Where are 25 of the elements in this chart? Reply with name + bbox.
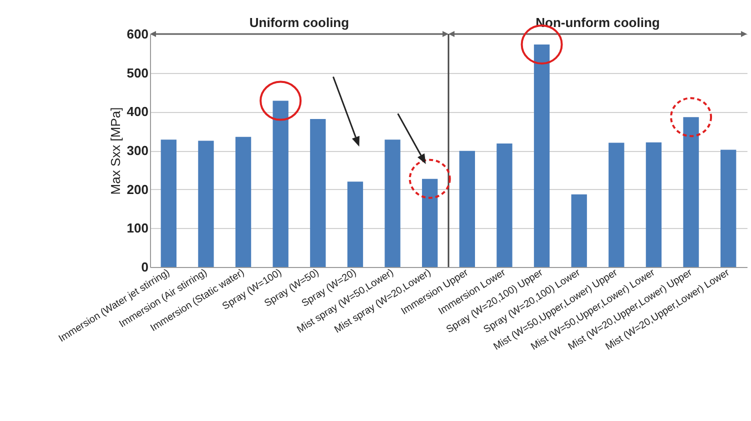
bar [608, 142, 624, 267]
y-tick-label: 500 [126, 65, 148, 80]
text: Uniform cooling [249, 15, 350, 30]
bar [310, 119, 326, 267]
y-tick-label: 600 [126, 26, 148, 42]
bar [496, 144, 512, 267]
bar [571, 194, 587, 267]
bar [534, 44, 550, 267]
bar [459, 150, 475, 267]
bar [347, 182, 364, 267]
bar [720, 150, 736, 267]
bar [235, 136, 252, 267]
bar [683, 117, 699, 267]
bar [646, 142, 662, 267]
bar [384, 140, 400, 267]
bar [198, 140, 214, 267]
y-axis-title: Max Sxx [MPa] [108, 107, 123, 195]
bar [272, 100, 288, 267]
y-tick-label: 300 [126, 143, 148, 158]
y-tick-label: 100 [126, 220, 148, 236]
y-tick-label: 400 [126, 104, 148, 120]
bar [422, 178, 438, 267]
y-tick-label: 200 [126, 182, 148, 197]
text: Non-unform cooling [536, 15, 660, 30]
bar [160, 140, 176, 267]
